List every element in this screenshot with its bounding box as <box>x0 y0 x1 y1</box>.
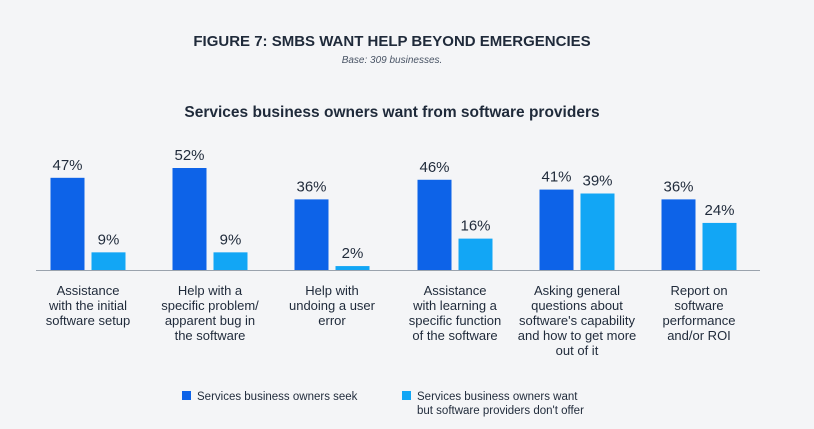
bar-series-1 <box>213 252 248 270</box>
data-label: 36% <box>296 178 326 195</box>
category-label: Assistance with the initial software setup <box>46 283 131 328</box>
bar-group: 46% 16% Assistance with learning a specific … <box>409 159 502 343</box>
bar-series-0 <box>294 199 329 270</box>
data-label: 9% <box>220 231 242 248</box>
bar-group: 41% 39% Asking general questions about softw… <box>518 169 637 358</box>
data-label: 52% <box>174 147 204 164</box>
category-label: Help with undoing a user error <box>289 283 376 328</box>
data-label: 46% <box>419 159 449 176</box>
data-label: 41% <box>541 169 571 186</box>
bar-series-0 <box>539 189 574 270</box>
bar-series-1 <box>702 222 737 270</box>
chart-subtitle: Services business owners want from softw… <box>184 104 599 121</box>
data-label: 36% <box>663 178 693 195</box>
data-label: 16% <box>460 218 490 235</box>
bar-series-0 <box>172 168 207 270</box>
legend-swatch <box>402 391 411 400</box>
legend-swatch <box>182 391 191 400</box>
data-label: 24% <box>704 202 734 219</box>
bar-group: 36% 24% Report on software performance and/or… <box>661 178 737 343</box>
data-label: 9% <box>98 231 120 248</box>
legend: Services business owners seek Services bu… <box>182 391 584 417</box>
figure-base-note: Base: 309 businesses. <box>342 55 443 66</box>
bar-series-0 <box>661 199 696 270</box>
legend-item: Services business owners want but softwar… <box>402 391 584 417</box>
data-label: 39% <box>582 173 612 190</box>
bar-group: 47% 9% Assistance with the initial software … <box>46 157 131 328</box>
plot-area: 47% 9% Assistance with the initial software … <box>36 147 760 358</box>
data-label: 2% <box>342 245 364 262</box>
bar-group: 52% 9% Help with a specific problem/apparen… <box>161 147 259 343</box>
bar-series-0 <box>50 177 85 270</box>
category-label: Asking general questions about software's … <box>518 283 637 358</box>
bar-series-0 <box>417 179 452 270</box>
data-label: 47% <box>52 157 82 174</box>
legend-item: Services business owners seek <box>182 391 358 403</box>
legend-label: Services business owners seek <box>197 391 358 403</box>
bar-series-1 <box>335 266 370 270</box>
category-label: Report on software performance and/or ROI <box>663 283 736 343</box>
bar-group: 36% 2% Help with undoing a user error <box>289 178 376 328</box>
bar-series-1 <box>91 252 126 270</box>
figure-title: FIGURE 7: SMBS WANT HELP BEYOND EMERGENC… <box>193 33 590 50</box>
legend-label: Services business owners want but softwar… <box>417 391 584 417</box>
category-label: Help with a specific problem/apparent bug… <box>161 283 259 343</box>
category-label: Assistance with learning a specific functi… <box>409 283 502 343</box>
bar-series-1 <box>458 238 493 270</box>
bar-series-1 <box>580 193 615 270</box>
